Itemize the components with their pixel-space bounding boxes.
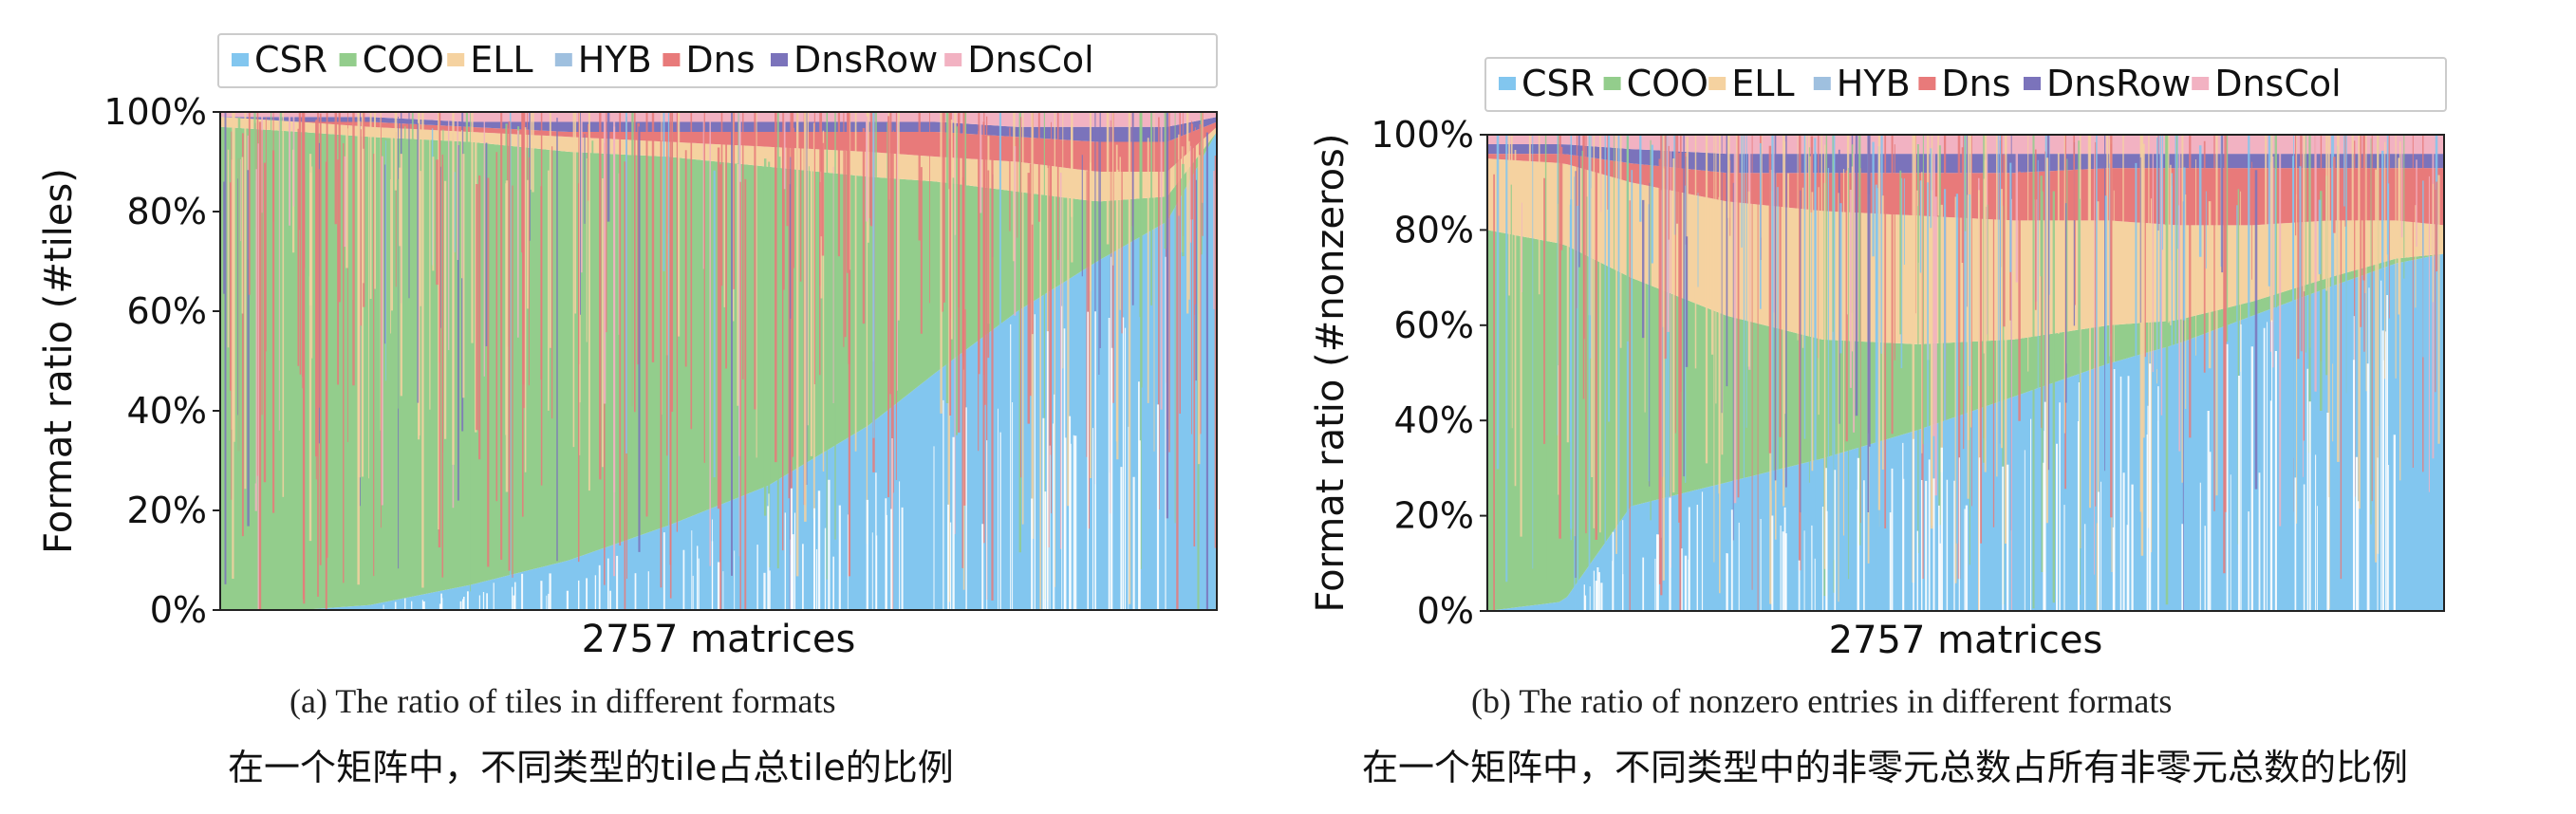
caption-a: (a) The ratio of tiles in different form… — [289, 682, 836, 720]
legend-label-dns: Dns — [1941, 63, 2010, 104]
legend-item-dnsrow: DnsRow — [2024, 63, 2191, 104]
legend-item-dns: Dns — [663, 39, 756, 81]
legend-label-dns: Dns — [685, 39, 755, 81]
y-tick-label: 40% — [127, 390, 207, 432]
y-axis: 0% 20% 40% 60% 80% 100% — [1371, 114, 1487, 632]
y-tick-label: 80% — [127, 191, 207, 232]
y-tick-label: 60% — [1394, 305, 1474, 346]
chart-a: CSR COO ELL HYB Dns DnsRow DnsCol 0% 20% 40% 60% 80… — [37, 33, 1218, 661]
legend-item-coo: COO — [1603, 63, 1708, 104]
legend-item-coo: COO — [339, 39, 444, 81]
y-tick-label: 20% — [1394, 495, 1474, 537]
legend-swatch-csr — [1499, 77, 1516, 90]
plot-frame — [1486, 134, 2445, 612]
legend-label-dnscol: DnsCol — [2214, 63, 2341, 104]
y-tick-label: 100% — [103, 91, 207, 133]
legend-swatch-dnscol — [944, 53, 962, 66]
legend-item-dns: Dns — [1918, 63, 2011, 104]
panel-a: CSR COO ELL HYB Dns DnsRow DnsCol 0% 20% 40% 60% 80… — [0, 0, 1262, 814]
legend-label-ell: ELL — [1731, 63, 1794, 104]
legend-swatch-dnscol — [2192, 77, 2210, 90]
y-tick-label: 40% — [1394, 399, 1474, 441]
legend-label-csr: CSR — [1521, 63, 1595, 104]
area-dns — [220, 117, 1217, 172]
x-axis-label: 2757 matrices — [582, 618, 856, 661]
legend-label-dnscol: DnsCol — [967, 39, 1093, 81]
area-dnscol — [220, 112, 1217, 127]
legend-item-csr: CSR — [232, 39, 327, 81]
legend-item-dnsrow: DnsRow — [771, 39, 938, 81]
legend-item-hyb: HYB — [1813, 63, 1911, 104]
y-tick-label: 0% — [1417, 590, 1474, 632]
y-axis-label: Format ratio (#nonzeros) — [1309, 134, 1353, 613]
legend-swatch-coo — [339, 53, 357, 66]
legend-box — [1484, 57, 2447, 112]
legend-item-hyb: HYB — [554, 39, 652, 81]
legend-item-dnscol: DnsCol — [2192, 63, 2342, 104]
legend-label-ell: ELL — [470, 39, 532, 81]
legend-label-hyb: HYB — [578, 39, 652, 81]
legend-label-hyb: HYB — [1837, 63, 1911, 104]
matrix-streaks — [223, 112, 1218, 610]
panel-b: CSR COO ELL HYB Dns DnsRow DnsCol 0% 20% 40% 60% 80… — [1291, 0, 2576, 814]
y-tick-label: 80% — [1394, 209, 1474, 250]
area-csr — [220, 132, 1217, 610]
y-axis-label: Format ratio (#tiles) — [37, 168, 81, 554]
y-tick-label: 60% — [127, 290, 207, 332]
x-axis-label: 2757 matrices — [1829, 619, 2103, 662]
legend-swatch-hyb — [1813, 77, 1831, 90]
y-axis: 0% 20% 40% 60% 80% 100% — [103, 91, 220, 631]
legend-label-coo: COO — [363, 39, 444, 81]
plot-frame — [219, 111, 1218, 611]
legend-label-csr: CSR — [254, 39, 327, 81]
legend-label-coo: COO — [1627, 63, 1708, 104]
legend-swatch-ell — [1708, 77, 1727, 90]
legend-swatch-csr — [232, 53, 249, 66]
y-tick-label: 0% — [150, 589, 207, 631]
legend-box — [217, 33, 1218, 88]
legend-label-dnsrow: DnsRow — [793, 39, 938, 81]
legend-item-ell: ELL — [447, 39, 533, 81]
legend-swatch-ell — [447, 53, 465, 66]
legend-swatch-dnsrow — [771, 53, 788, 66]
legend-swatch-coo — [1603, 77, 1621, 90]
area-dnsrow — [220, 117, 1217, 142]
caption-b-zh: 在一个矩阵中，不同类型中的非零元总数占所有非零元总数的比例 — [1362, 747, 2409, 788]
legend-item-csr: CSR — [1499, 63, 1595, 104]
legend-swatch-dns — [663, 53, 681, 66]
matrix-streaks — [1493, 135, 2440, 611]
y-tick-label: 100% — [1371, 114, 1474, 156]
legend-swatch-hyb — [554, 53, 572, 66]
caption-b: (b) The ratio of nonzero entries in diff… — [1471, 682, 2173, 720]
legend: CSR COO ELL HYB Dns DnsRow DnsCol — [1484, 57, 2447, 112]
legend: CSR COO ELL HYB Dns DnsRow DnsCol — [217, 33, 1218, 88]
legend-item-ell: ELL — [1708, 63, 1795, 104]
legend-swatch-dnsrow — [2024, 77, 2041, 90]
chart-b: CSR COO ELL HYB Dns DnsRow DnsCol 0% 20% 40% 60% 80… — [1309, 57, 2447, 662]
y-tick-label: 20% — [127, 490, 207, 531]
legend-item-dnscol: DnsCol — [944, 39, 1094, 81]
legend-label-dnsrow: DnsRow — [2046, 63, 2191, 104]
caption-a-zh: 在一个矩阵中，不同类型的tile占总tile的比例 — [228, 747, 954, 788]
legend-swatch-dns — [1918, 77, 1936, 90]
